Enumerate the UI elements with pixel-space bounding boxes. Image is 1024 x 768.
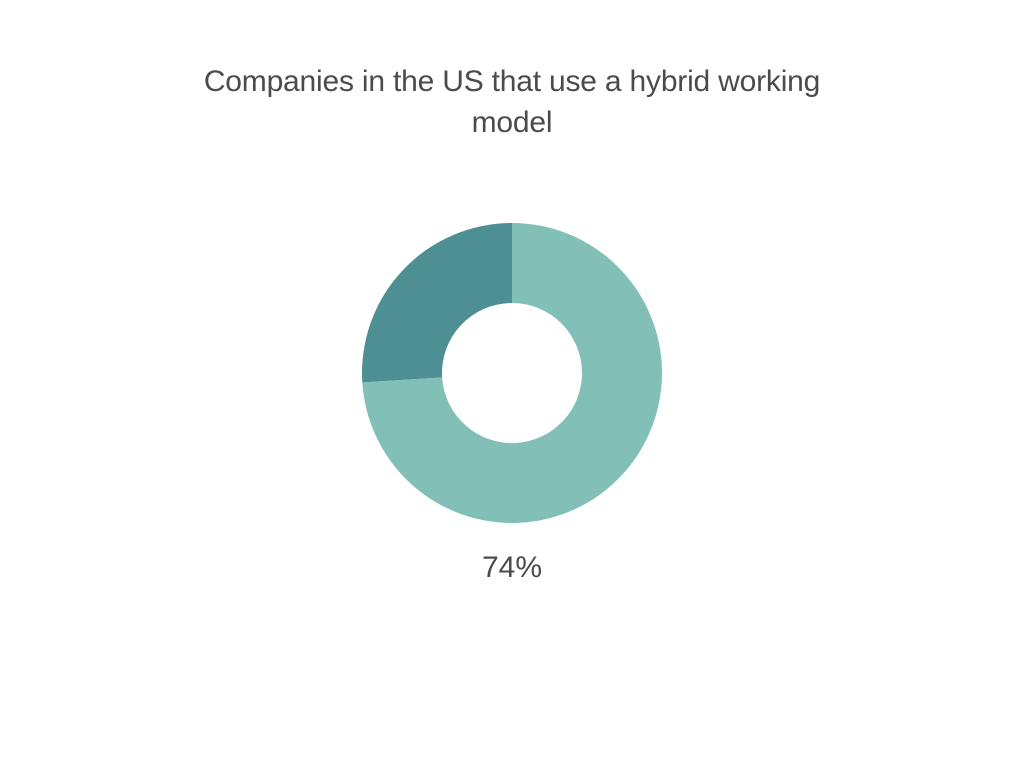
- value-label-container: 74%: [482, 551, 542, 585]
- chart-title-container: Companies in the US that use a hybrid wo…: [202, 62, 822, 143]
- chart-value-label: 74%: [482, 551, 542, 585]
- donut-chart-svg: [362, 223, 662, 523]
- donut-slice-secondary: [362, 223, 512, 382]
- chart-title: Companies in the US that use a hybrid wo…: [202, 62, 822, 143]
- donut-chart: [362, 223, 662, 523]
